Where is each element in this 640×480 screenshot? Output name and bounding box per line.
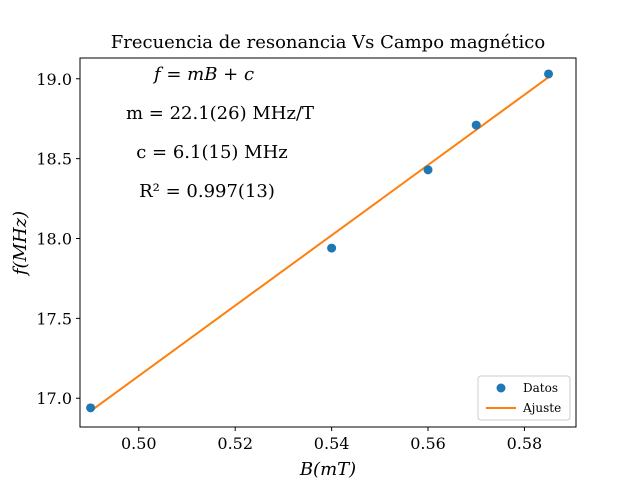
legend: Datos Ajuste <box>477 375 571 421</box>
legend-marker-datos <box>496 383 506 393</box>
y-tick-label: 18.0 <box>36 230 72 249</box>
y-tick-label: 18.5 <box>36 150 72 169</box>
slope-annotation: m = 22.1(26) MHz/T <box>126 103 314 124</box>
intercept-annotation: c = 6.1(15) MHz <box>136 142 288 163</box>
data-point <box>544 69 554 79</box>
x-axis-label: B(mT) <box>299 459 356 480</box>
fit-line <box>90 76 550 412</box>
data-point <box>86 403 96 413</box>
y-tick-label: 17.0 <box>36 389 72 408</box>
equation-annotation: f = mB + c <box>152 64 254 85</box>
x-tick-label: 0.52 <box>217 434 253 453</box>
legend-label-ajuste: Ajuste <box>522 401 561 415</box>
chart-title: Frecuencia de resonancia Vs Campo magnét… <box>111 32 545 53</box>
fit-line-series <box>90 76 550 412</box>
r-squared-annotation: R² = 0.997(13) <box>139 181 275 202</box>
data-point <box>471 120 481 130</box>
data-point <box>423 165 433 175</box>
y-tick-label: 17.5 <box>36 309 72 328</box>
legend-label-datos: Datos <box>523 381 558 395</box>
data-point-series <box>86 69 554 413</box>
y-axis-label: f(MHz) <box>10 211 31 277</box>
y-tick-label: 19.0 <box>36 70 72 89</box>
x-tick-label: 0.50 <box>121 434 157 453</box>
plot-area <box>79 57 577 428</box>
data-point <box>327 243 337 253</box>
x-tick-label: 0.54 <box>314 434 350 453</box>
y-axis-ticks: 17.0 17.5 18.0 18.5 19.0 <box>36 70 80 408</box>
x-tick-label: 0.58 <box>507 434 543 453</box>
x-tick-label: 0.56 <box>410 434 446 453</box>
x-axis-ticks: 0.50 0.52 0.54 0.56 0.58 <box>121 427 542 453</box>
